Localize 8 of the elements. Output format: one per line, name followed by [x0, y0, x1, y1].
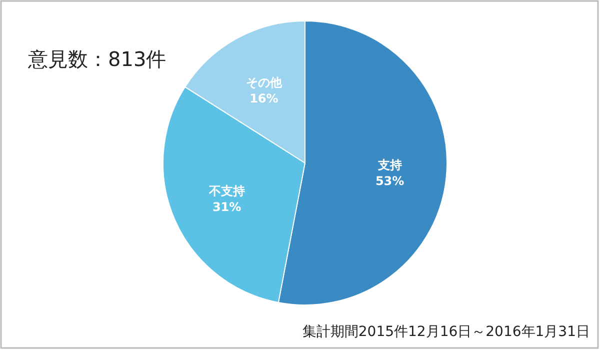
data-label: 16% [250, 91, 278, 106]
slice-label: その他 [246, 75, 283, 90]
slice-label: 不支持 [208, 184, 245, 198]
text: 意見数：813件 [27, 47, 166, 71]
data-label: 53% [375, 174, 404, 188]
slice-label: 支持 [376, 158, 402, 172]
data-label: 31% [212, 200, 242, 214]
text: 集計期間2015件12月16日～2016年1月31日 [302, 324, 590, 340]
